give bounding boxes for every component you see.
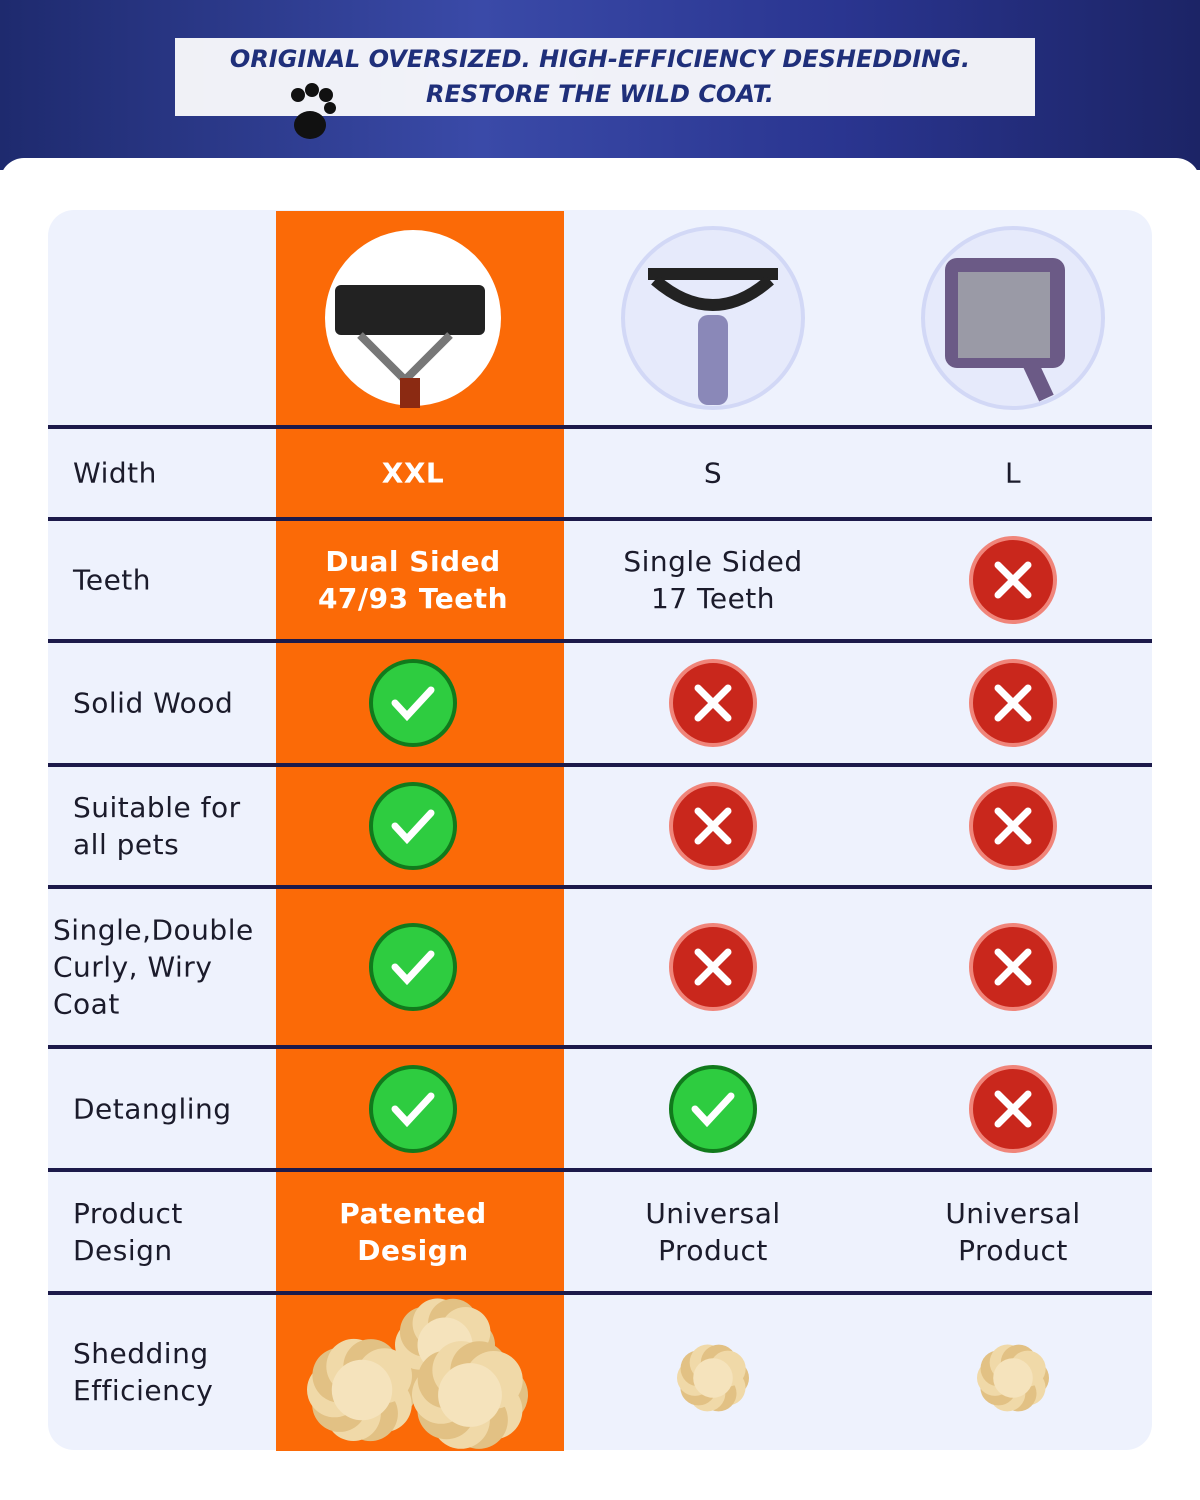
fur-core xyxy=(438,1363,502,1427)
row-label: Shedding Efficiency xyxy=(73,1337,214,1407)
icon-glyph xyxy=(694,684,732,722)
cross-icon xyxy=(969,782,1057,870)
icon-glyph xyxy=(694,807,732,845)
icon-glyph xyxy=(391,1092,435,1128)
header-banner: ORIGINAL OVERSIZED. HIGH-EFFICIENCY DESH… xyxy=(0,0,1200,170)
row-label: Width xyxy=(73,456,157,490)
product-image xyxy=(325,230,501,408)
paw-toe xyxy=(305,83,319,97)
fur-core xyxy=(693,1358,733,1398)
table-cell: S xyxy=(703,456,723,490)
header-line: RESTORE THE WILD COAT. xyxy=(425,80,775,108)
icon-glyph xyxy=(391,809,435,845)
cross-icon xyxy=(969,659,1057,747)
row-label: Solid Wood xyxy=(73,686,234,720)
row-label: Teeth xyxy=(73,563,152,597)
icon-glyph xyxy=(994,948,1032,986)
table-cell: Dual Sided 47/93 Teeth xyxy=(317,545,509,615)
fur-ball xyxy=(677,1344,749,1412)
row-divider xyxy=(48,885,1152,889)
fur-core xyxy=(331,1359,393,1421)
cross-icon xyxy=(669,659,757,747)
row-label: Product Design xyxy=(73,1197,183,1267)
row-divider xyxy=(48,763,1152,767)
paw-pad xyxy=(294,111,326,139)
icon-glyph xyxy=(691,1092,735,1128)
icon-glyph xyxy=(994,561,1032,599)
cross-icon xyxy=(969,536,1057,624)
row-divider xyxy=(48,1291,1152,1295)
icon-glyph xyxy=(391,686,435,722)
icon-glyph xyxy=(994,684,1032,722)
fur-ball xyxy=(977,1344,1049,1412)
check-icon xyxy=(369,659,457,747)
cross-icon xyxy=(969,923,1057,1011)
check-icon xyxy=(369,923,457,1011)
row-label: Suitable for all pets xyxy=(73,791,241,861)
check-icon xyxy=(369,782,457,870)
paw-icon xyxy=(291,83,336,139)
header-band xyxy=(175,38,1035,116)
icon-ring xyxy=(669,1065,757,1153)
icon-glyph xyxy=(391,950,435,986)
row-divider xyxy=(48,1045,1152,1049)
table-cell: Patented Design xyxy=(339,1197,487,1267)
paw-toe xyxy=(324,102,336,114)
table-cell: L xyxy=(1004,456,1022,490)
cross-icon xyxy=(669,923,757,1011)
row-divider xyxy=(48,425,1152,429)
table-cell: Universal Product xyxy=(945,1197,1081,1267)
icon-glyph xyxy=(994,1090,1032,1128)
row-divider xyxy=(48,1168,1152,1172)
comparison-table xyxy=(48,210,1152,1450)
icon-glyph xyxy=(994,807,1032,845)
row-divider xyxy=(48,517,1152,521)
table-cell: Single Sided 17 Teeth xyxy=(623,545,803,615)
row-label: Detangling xyxy=(73,1092,232,1126)
row-label: Single,Double Curly, Wiry Coat xyxy=(53,913,254,1021)
paw-toe xyxy=(291,88,305,102)
table-cell: XXL xyxy=(381,456,445,490)
check-icon xyxy=(369,1065,457,1153)
icon-ring xyxy=(369,1065,457,1153)
icon-ring xyxy=(369,782,457,870)
product-image xyxy=(921,226,1105,410)
fur-ball xyxy=(412,1341,528,1449)
header-line: ORIGINAL OVERSIZED. HIGH-EFFICIENCY DESH… xyxy=(229,45,971,73)
fur-ball xyxy=(307,1338,417,1442)
icon-glyph xyxy=(694,948,732,986)
fur-core xyxy=(993,1358,1033,1398)
icon-ring xyxy=(369,923,457,1011)
fur-ball xyxy=(395,1298,495,1392)
product-image xyxy=(621,226,805,410)
check-icon xyxy=(669,1065,757,1153)
table-cell: Universal Product xyxy=(645,1197,781,1267)
paw-toe xyxy=(319,88,333,102)
cross-icon xyxy=(969,1065,1057,1153)
cross-icon xyxy=(669,782,757,870)
row-divider xyxy=(48,639,1152,643)
icon-ring xyxy=(369,659,457,747)
